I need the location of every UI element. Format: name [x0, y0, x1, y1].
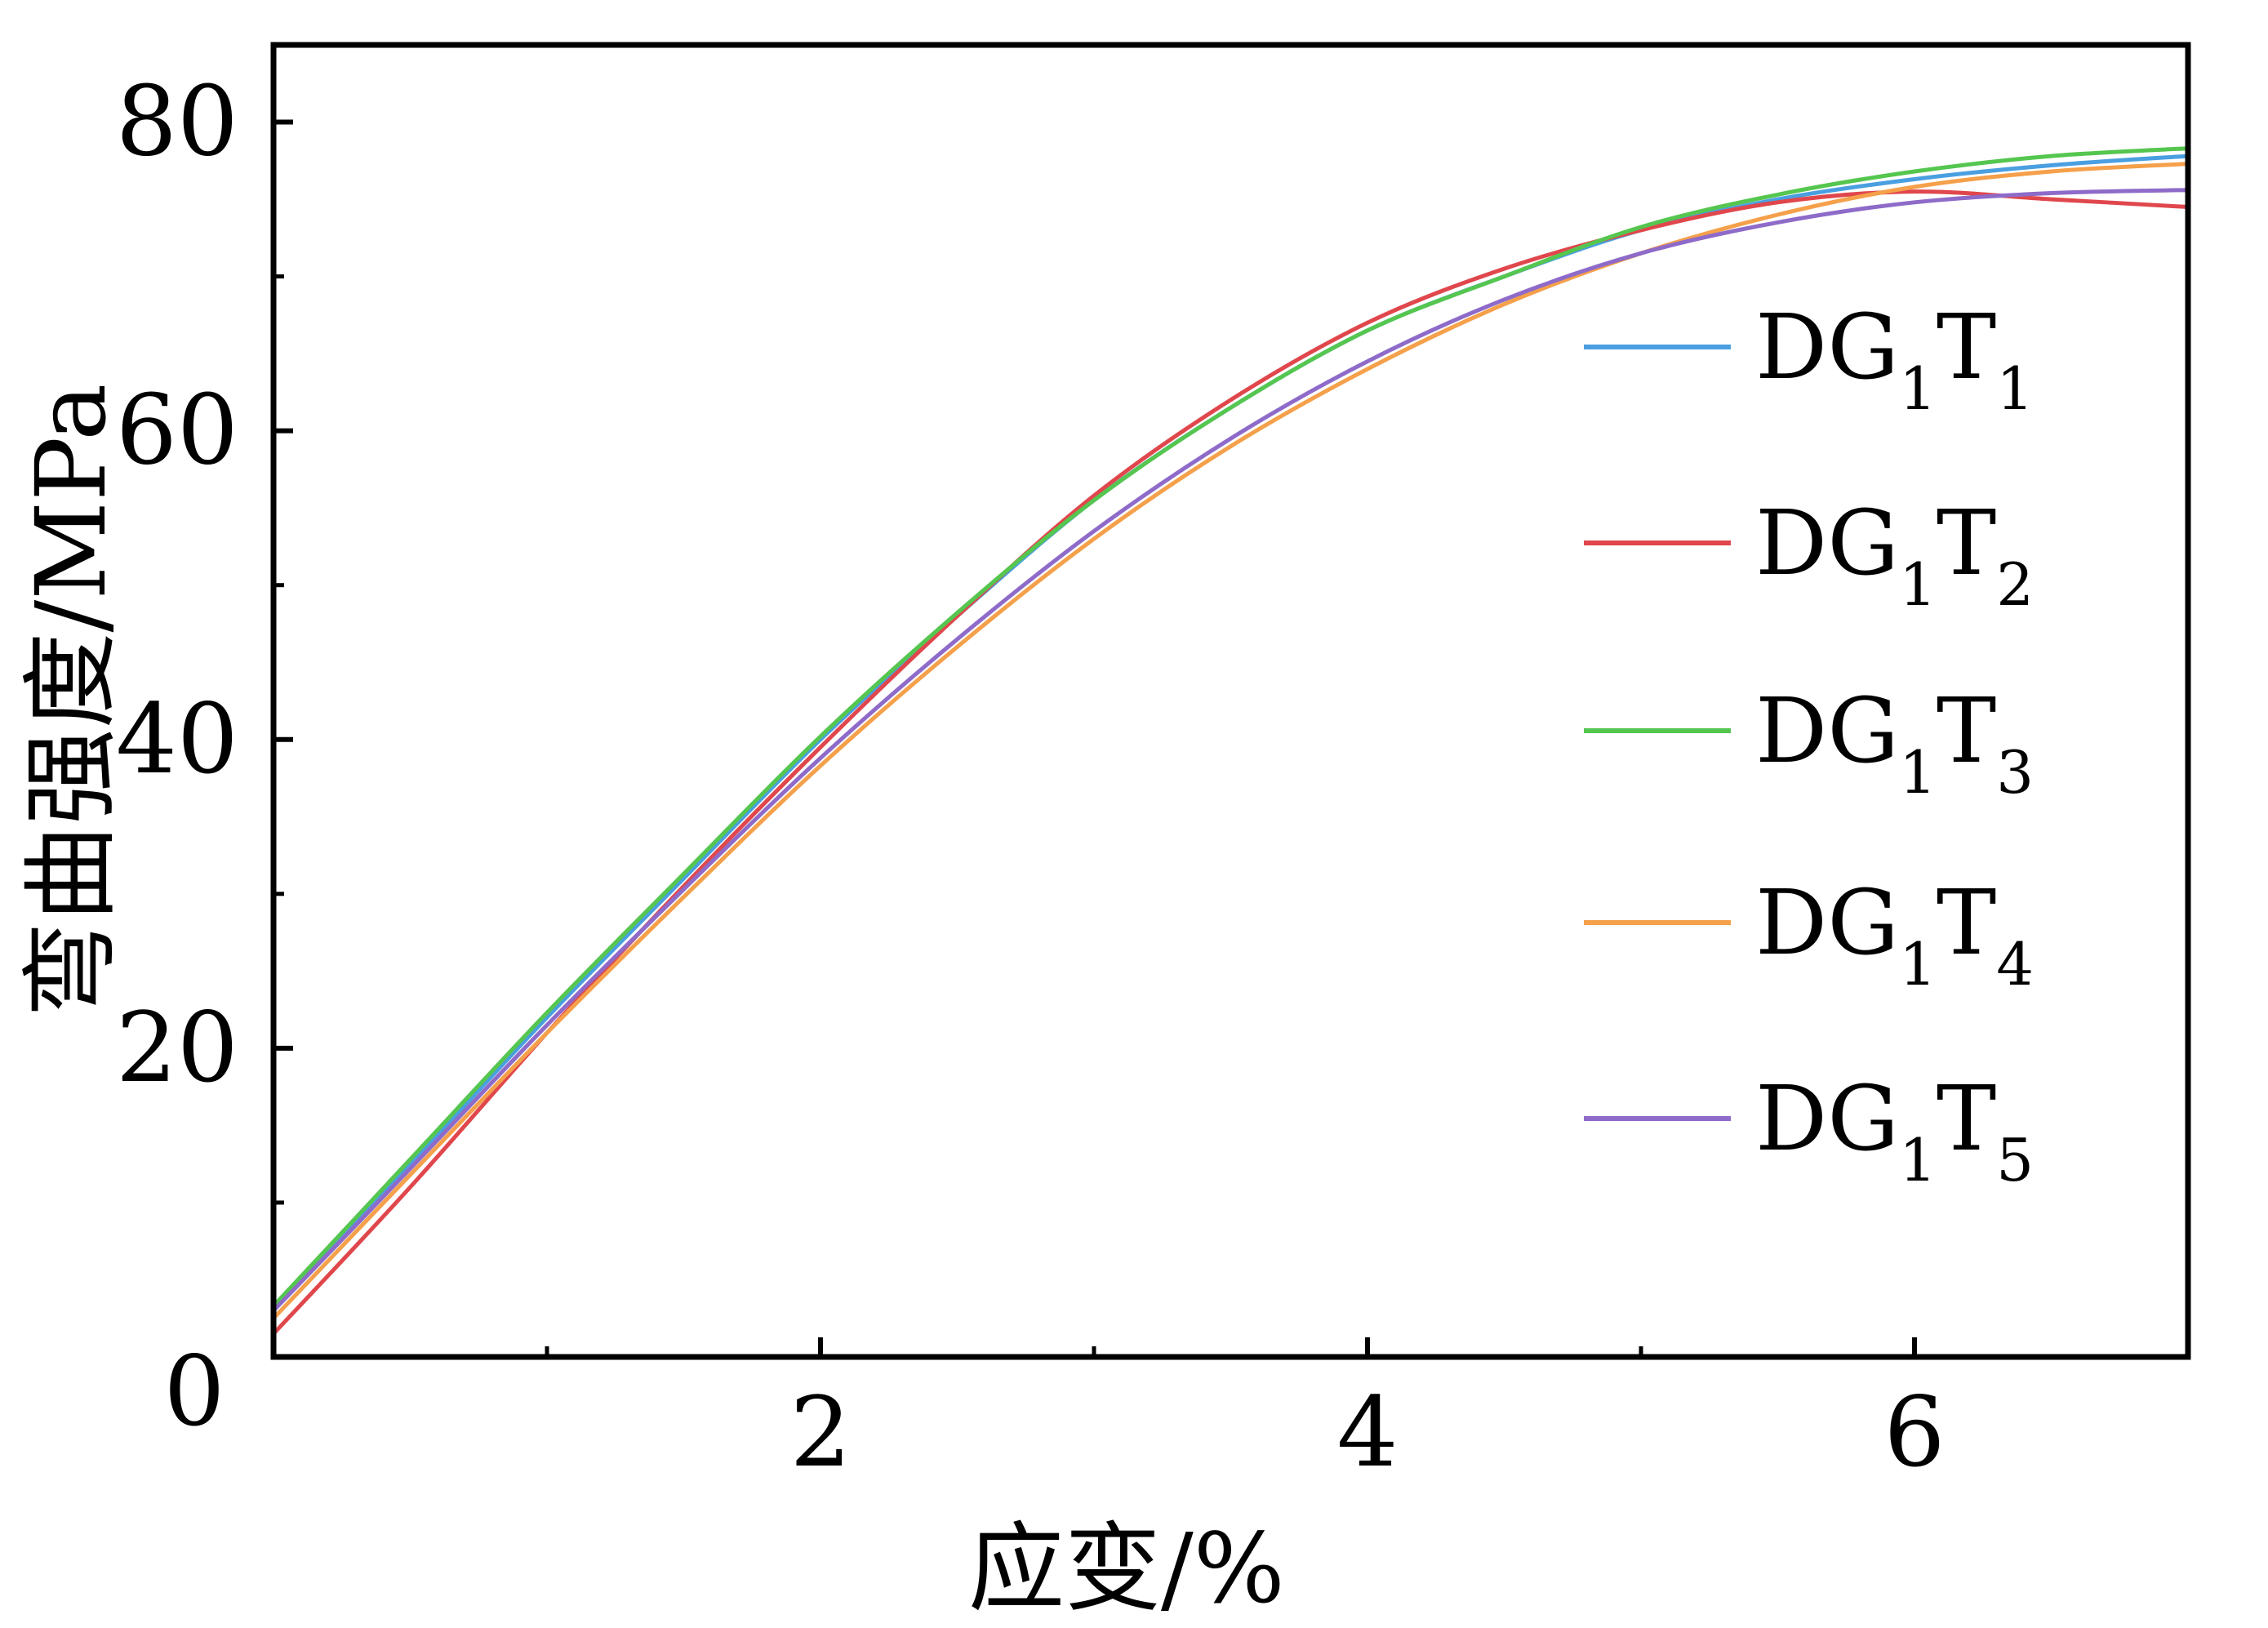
y-axis-title: 弯曲强度/MPa	[15, 383, 127, 1017]
plot-frame	[270, 42, 2191, 1360]
y-tick-label: 60	[116, 374, 238, 487]
plot-lines	[271, 146, 2190, 1337]
legend-label-2: DG1T2	[1755, 491, 2034, 619]
legend-label-1: DG1T1	[1755, 295, 2034, 423]
series-line-4	[271, 162, 2190, 1321]
legend-label-4: DG1T4	[1755, 870, 2034, 999]
x-tick-label: 6	[1883, 1376, 1945, 1488]
series-line-3	[271, 146, 2190, 1309]
x-axis-title: 应变/%	[968, 1512, 1285, 1625]
x-tick-label: 2	[789, 1376, 851, 1488]
y-tick-label: 80	[116, 65, 238, 178]
legend: DG1T1 DG1T2 DG1T3 DG1T4 DG1T5	[1584, 295, 2034, 1194]
legend-label-5: DG1T5	[1755, 1066, 2034, 1194]
y-tick-label: 40	[116, 683, 238, 795]
x-tick-label: 4	[1336, 1376, 1398, 1488]
series-line-5	[271, 188, 2190, 1313]
y-tick-label: 0	[163, 1335, 225, 1448]
legend-label-3: DG1T3	[1755, 678, 2034, 807]
y-tick-label: 20	[116, 991, 238, 1104]
